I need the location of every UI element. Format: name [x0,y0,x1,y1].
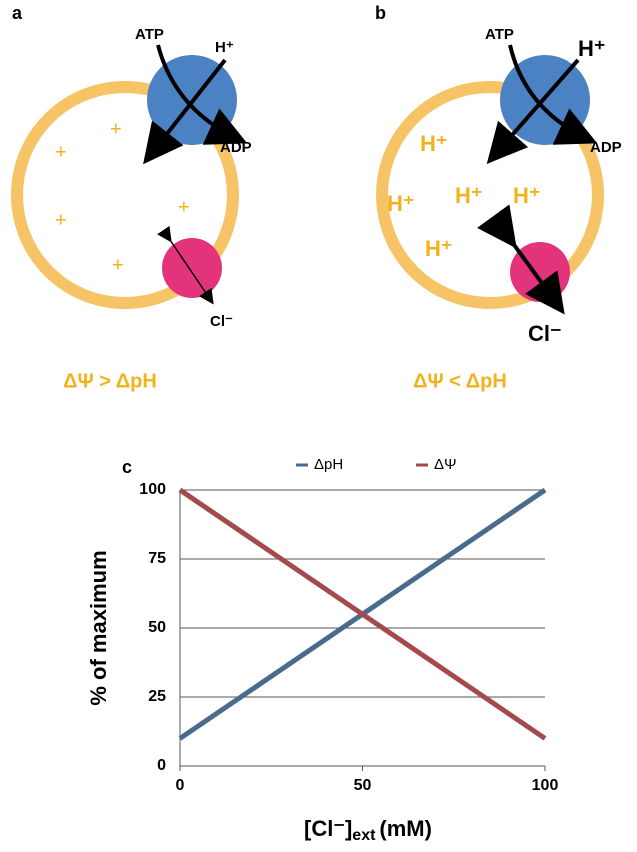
condition: ΔΨ < ΔpH [413,370,507,392]
charge: + [55,209,67,231]
charge: + [55,141,67,163]
panel-label: a [12,3,23,23]
panel-b: b ATP H⁺ ADP Cl⁻ H⁺ H⁺ H⁺ H⁺ H⁺ ΔΨ < ΔpH [375,3,622,393]
panel-a: a ATP H⁺ ADP Cl⁻ + + + + + ΔΨ > ΔpH [12,3,252,393]
channel [162,238,222,298]
charge: + [110,118,122,140]
label: ATP [485,26,514,43]
y-axis-label: % of maximum [86,550,111,705]
x-tick-label: 0 [176,777,185,794]
label: ATP [135,26,164,43]
y-tick-label: 50 [148,619,166,636]
legend-label: ΔpH [314,456,343,473]
x-label-main: [Cl⁻] [304,816,352,841]
y-tick-label: 100 [139,481,166,498]
charge: + [112,254,124,276]
label: H⁺ [578,36,606,61]
label: Cl⁻ [528,321,562,346]
charge: + [178,196,190,218]
proton: H⁺ [513,183,541,208]
y-tick-label: 0 [157,757,166,774]
y-tick-label: 25 [148,688,166,705]
x-axis-label: [Cl⁻]ext(mM) [304,816,432,844]
proton: H⁺ [420,131,448,156]
proton: H⁺ [387,191,415,216]
panel-label: b [375,3,386,23]
proton: H⁺ [455,183,483,208]
label: ADP [220,139,252,156]
y-tick-label: 75 [148,550,166,567]
label: Cl⁻ [210,313,233,330]
x-label-unit: (mM) [379,816,432,841]
panel-label: c [122,457,132,477]
legend-label: ΔΨ [434,456,457,473]
x-tick-label: 50 [354,777,372,794]
figure: a ATP H⁺ ADP Cl⁻ + + + + + ΔΨ > ΔpH b AT… [0,0,637,852]
proton: H⁺ [425,236,453,261]
x-tick-label: 100 [532,777,559,794]
chart: c % of maximum [Cl⁻]ext(mM) 0 25 50 75 100 0 5… [86,456,559,844]
label: H⁺ [215,39,234,56]
condition: ΔΨ > ΔpH [63,370,157,392]
x-label-sub: ext [352,827,376,844]
label: ADP [590,139,622,156]
